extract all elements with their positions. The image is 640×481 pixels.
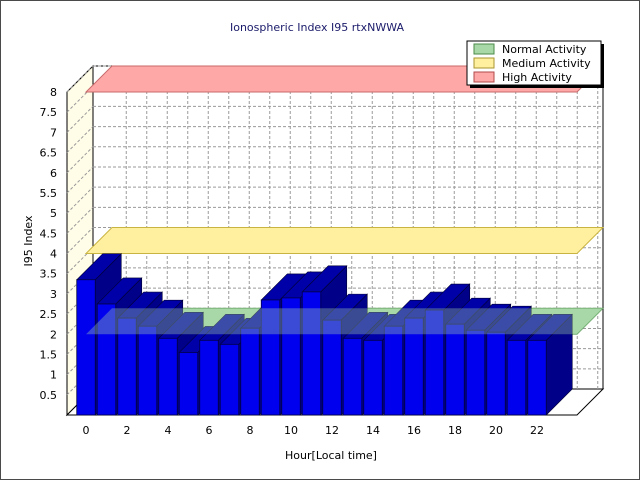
y-axis-label: I95 Index xyxy=(22,215,35,267)
activity-band xyxy=(84,227,605,254)
y-tick-label: 3 xyxy=(50,288,57,301)
x-axis-ticks: 0 2 4 6 8 10 12 14 16 18 20 22 xyxy=(83,424,545,437)
y-tick-label: 2 xyxy=(50,328,57,341)
bar-front xyxy=(404,317,424,416)
bar-front xyxy=(240,327,260,416)
bar-front xyxy=(199,339,219,416)
y-tick-label: 4.5 xyxy=(40,227,58,240)
y-tick-label: 7 xyxy=(50,126,57,139)
legend-label: Medium Activity xyxy=(502,57,591,70)
x-tick-label: 4 xyxy=(165,424,172,437)
bar-front xyxy=(281,297,301,416)
bar-front xyxy=(260,299,281,416)
x-axis-label: Hour[Local time] xyxy=(285,449,377,462)
y-tick-label: 8 xyxy=(50,86,57,99)
grid-line-side xyxy=(66,126,94,153)
y-tick-label: 1.5 xyxy=(40,348,58,361)
y-tick-label: 2.5 xyxy=(40,308,58,321)
y-axis-ticks: 0.5 1 1.5 2 2.5 3 3.5 4 4.5 5 5.5 6 6.5 7 7.5 8 xyxy=(40,86,58,402)
x-tick-label: 2 xyxy=(124,424,131,437)
bar-front xyxy=(527,339,547,416)
bar-front xyxy=(342,337,363,416)
bar-front xyxy=(117,317,137,416)
y-tick-label: 3.5 xyxy=(40,268,58,281)
x-tick-label: 0 xyxy=(83,424,90,437)
bar-front xyxy=(363,339,383,416)
bar-front xyxy=(445,323,465,416)
grid-line-side xyxy=(66,227,94,254)
legend-swatch xyxy=(473,43,495,55)
bar-front xyxy=(76,279,96,416)
bar-front xyxy=(301,291,322,416)
x-tick-label: 20 xyxy=(489,424,503,437)
bar-front xyxy=(506,339,527,416)
legend-label: High Activity xyxy=(502,71,572,84)
chart-title: Ionospheric Index I95 rtxNWWA xyxy=(230,21,404,34)
bar-front xyxy=(424,309,445,416)
bar-front xyxy=(486,331,506,416)
y-tick-label: 6.5 xyxy=(40,147,58,160)
legend-swatch xyxy=(473,57,495,69)
legend-swatch xyxy=(473,71,495,83)
bar-front xyxy=(178,352,199,416)
grid-line-side xyxy=(66,106,94,133)
bar xyxy=(527,313,573,416)
activity-bands-front xyxy=(86,308,603,335)
x-tick-label: 12 xyxy=(325,424,339,437)
bar-front xyxy=(219,343,240,416)
x-tick-label: 14 xyxy=(366,424,380,437)
y-tick-label: 5 xyxy=(50,207,57,220)
x-tick-label: 6 xyxy=(206,424,213,437)
y-tick-label: 0.5 xyxy=(40,389,58,402)
grid-line-side xyxy=(66,65,94,93)
grid-line-side xyxy=(66,146,94,174)
legend-label: Normal Activity xyxy=(502,43,587,56)
grid-line-side xyxy=(66,166,94,194)
x-tick-label: 18 xyxy=(448,424,462,437)
activity-band-overlay xyxy=(86,308,603,335)
y-tick-label: 6 xyxy=(50,167,57,180)
y-tick-label: 7.5 xyxy=(40,106,58,119)
chart-bars xyxy=(76,253,573,416)
bar-front xyxy=(383,325,404,416)
y-tick-label: 5.5 xyxy=(40,187,58,200)
grid-line-side xyxy=(66,206,94,234)
bar-front xyxy=(158,337,178,416)
bar-front xyxy=(322,319,342,416)
y-tick-label: 4 xyxy=(50,248,57,261)
bar-front xyxy=(137,325,158,416)
bar-front xyxy=(465,329,486,416)
y-tick-label: 1 xyxy=(50,369,57,382)
x-tick-label: 10 xyxy=(284,424,298,437)
bar-front xyxy=(96,303,117,416)
x-tick-label: 22 xyxy=(530,424,544,437)
x-tick-label: 16 xyxy=(407,424,421,437)
x-tick-label: 8 xyxy=(247,424,254,437)
grid-line-side xyxy=(66,186,94,214)
